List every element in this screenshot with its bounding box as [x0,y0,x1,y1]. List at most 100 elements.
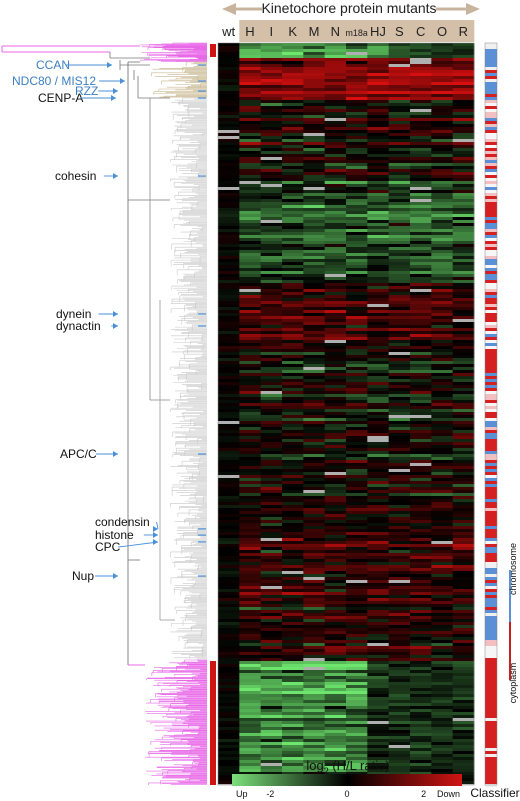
heatmap-cell [452,106,475,110]
classifier-cell [485,514,497,518]
heatmap-cell [346,247,368,251]
classifier-frame [484,42,498,786]
heatmap-cell [367,499,390,503]
heatmap-row [218,331,475,335]
heatmap-cell [431,469,454,473]
heatmap-cell [346,424,368,428]
heatmap-cell [218,334,240,338]
heatmap-cell [410,76,432,80]
heatmap-cell [303,409,326,413]
heatmap-cell [410,97,432,101]
heatmap-cell [218,337,240,341]
heatmap-cell [303,661,326,665]
heatmap-cell [431,205,454,209]
heatmap-cell [324,649,347,653]
heatmap-cell [410,754,432,758]
heatmap-cell [239,175,262,179]
heatmap-cell [324,409,347,413]
heatmap-cell [346,628,368,632]
heatmap-cell [324,547,347,551]
heatmap-cell [410,622,432,626]
heatmap-cell [410,421,432,425]
heatmap-row [218,166,475,170]
heatmap-cell [452,514,475,518]
heatmap-cell [260,643,283,647]
heatmap-cell [282,448,304,452]
heatmap-cell [218,706,240,710]
heatmap-cell [218,286,240,290]
heatmap-cell [410,403,432,407]
heatmap-cell [239,442,262,446]
heatmap-cell [239,265,262,269]
heatmap-cell [410,220,432,224]
heatmap-cell [346,76,368,80]
heatmap-cell [282,586,304,590]
heatmap-cell [431,325,454,329]
heatmap-cell [346,319,368,323]
heatmap-cell [239,655,262,659]
heatmap-cell [218,424,240,428]
heatmap-cell [367,625,390,629]
heatmap-cell [388,178,411,182]
classifier-cell [485,739,497,743]
heatmap-cell [239,286,262,290]
heatmap-cell [282,598,304,602]
colorbar-tick-label: -2 [266,789,274,799]
heatmap-cell [410,64,432,68]
heatmap-cell [346,685,368,689]
heatmap-cell [239,547,262,551]
heatmap-cell [282,577,304,581]
heatmap-row [218,334,475,338]
heatmap-cell [282,286,304,290]
heatmap-cell [388,649,411,653]
heatmap-cell [388,97,411,101]
heatmap-cell [452,343,475,347]
heatmap-cell [346,178,368,182]
heatmap-cell [367,451,390,455]
heatmap-cell [218,460,240,464]
heatmap-cell [388,79,411,83]
heatmap-cell [282,385,304,389]
heatmap-cell [388,487,411,491]
heatmap-cell [282,154,304,158]
heatmap-cell [282,292,304,296]
heatmap-row [218,370,475,374]
heatmap-cell [282,346,304,350]
heatmap-cell [303,184,326,188]
heatmap-cell [260,142,283,146]
heatmap-cell [367,223,390,227]
heatmap-cell [218,328,240,332]
heatmap-row [218,613,475,617]
heatmap-cell [410,169,432,173]
heatmap-cell [388,730,411,734]
heatmap-cell [324,142,347,146]
heatmap-cell [410,688,432,692]
heatmap-cell [218,88,240,92]
heatmap-row [218,289,475,293]
heatmap-cell [324,586,347,590]
heatmap-cell [431,130,454,134]
heatmap-cell [260,304,283,308]
classifier-cell [485,325,497,329]
heatmap-cell [452,466,475,470]
heatmap-cell [431,733,454,737]
heatmap-cell [367,586,390,590]
heatmap-cell [452,430,475,434]
heatmap-cell [282,751,304,755]
heatmap-cell [410,397,432,401]
heatmap-cell [260,313,283,317]
heatmap-cell [431,514,454,518]
heatmap-row [218,673,475,677]
heatmap-cell [410,721,432,725]
heatmap-cell [431,706,454,710]
heatmap-cell [346,118,368,122]
heatmap-cell [452,619,475,623]
heatmap-cell [218,604,240,608]
heatmap-cell [303,193,326,197]
heatmap-row [218,643,475,647]
heatmap-row [218,268,475,272]
heatmap-cell [239,307,262,311]
heatmap-cell [260,742,283,746]
heatmap-cell [218,79,240,83]
